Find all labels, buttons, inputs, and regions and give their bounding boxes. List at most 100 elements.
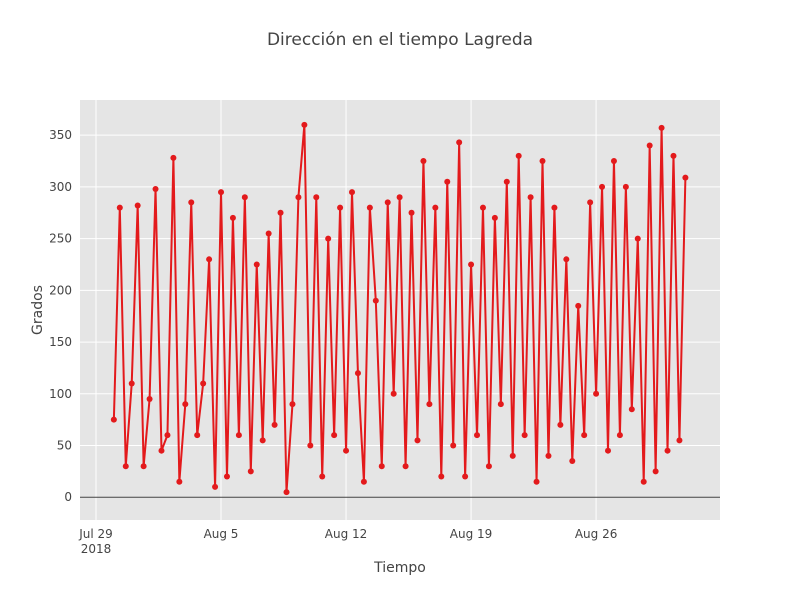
data-point xyxy=(622,183,629,190)
data-point xyxy=(134,202,141,209)
y-tick-label: 150 xyxy=(49,335,72,349)
data-point xyxy=(539,158,546,165)
data-point xyxy=(670,152,677,159)
data-point xyxy=(277,209,284,216)
data-point xyxy=(438,473,445,480)
data-point xyxy=(462,473,469,480)
data-point xyxy=(658,124,665,131)
data-point xyxy=(366,204,373,211)
data-point xyxy=(396,194,403,201)
data-point xyxy=(337,204,344,211)
data-point xyxy=(253,261,260,268)
data-point xyxy=(188,199,195,206)
data-point xyxy=(319,473,326,480)
data-point xyxy=(343,447,350,454)
data-point xyxy=(194,432,201,439)
x-tick-label: Aug 5 xyxy=(204,527,239,541)
data-point xyxy=(569,458,576,465)
data-point xyxy=(206,256,213,263)
data-point xyxy=(140,463,147,470)
data-point xyxy=(485,463,492,470)
data-point xyxy=(628,406,635,413)
data-point xyxy=(479,204,486,211)
y-tick-label: 350 xyxy=(49,128,72,142)
data-point xyxy=(599,183,606,190)
data-point xyxy=(527,194,534,201)
data-point xyxy=(360,478,367,485)
data-point xyxy=(271,421,278,428)
data-point xyxy=(146,395,153,402)
x-tick-label: Aug 26 xyxy=(575,527,618,541)
chart-title: Dirección en el tiempo Lagreda xyxy=(267,30,533,50)
data-point xyxy=(116,204,123,211)
data-point xyxy=(664,447,671,454)
data-point xyxy=(414,437,421,444)
data-point xyxy=(235,432,242,439)
y-tick-label: 100 xyxy=(49,387,72,401)
data-point xyxy=(420,158,427,165)
data-point xyxy=(164,432,171,439)
data-point xyxy=(563,256,570,263)
data-point xyxy=(283,489,290,496)
data-point xyxy=(533,478,540,485)
data-point xyxy=(313,194,320,201)
data-point xyxy=(218,189,225,196)
data-point xyxy=(223,473,230,480)
data-point xyxy=(110,416,117,423)
data-point xyxy=(509,452,516,459)
data-point xyxy=(545,452,552,459)
data-point xyxy=(575,302,582,309)
data-point xyxy=(301,121,308,128)
data-point xyxy=(331,432,338,439)
data-point xyxy=(182,401,189,408)
data-point xyxy=(349,189,355,196)
x-axis-title: Tiempo xyxy=(373,560,426,576)
data-point xyxy=(646,142,653,149)
data-point xyxy=(616,432,623,439)
data-point xyxy=(605,447,611,454)
data-point xyxy=(426,401,433,408)
data-point xyxy=(610,158,617,165)
data-point xyxy=(515,152,522,159)
data-point xyxy=(212,483,219,490)
data-point xyxy=(676,437,683,444)
data-point xyxy=(432,204,439,211)
x-tick-label: Aug 12 xyxy=(325,527,368,541)
y-tick-label: 50 xyxy=(57,439,72,453)
data-point xyxy=(372,297,379,304)
data-point xyxy=(521,432,528,439)
data-point xyxy=(247,468,254,475)
data-point xyxy=(265,230,272,237)
data-point xyxy=(497,401,504,408)
data-point xyxy=(456,139,463,146)
y-tick-label: 300 xyxy=(49,180,72,194)
data-point xyxy=(259,437,266,444)
x-tick-label: Jul 29 2018 xyxy=(78,527,113,556)
data-point xyxy=(491,214,498,221)
data-point xyxy=(581,432,588,439)
y-axis-title: Grados xyxy=(30,285,46,335)
data-point xyxy=(241,194,248,201)
data-point xyxy=(634,235,641,242)
data-point xyxy=(307,442,314,449)
data-point xyxy=(384,199,391,206)
data-point xyxy=(170,154,177,161)
data-point xyxy=(128,380,135,387)
data-point xyxy=(444,178,451,185)
data-point xyxy=(468,261,475,268)
data-point xyxy=(551,204,558,211)
data-point xyxy=(450,442,457,449)
data-point xyxy=(158,447,165,454)
data-point xyxy=(402,463,409,470)
y-tick-label: 200 xyxy=(49,283,72,297)
data-point xyxy=(474,432,481,439)
y-tick-label: 250 xyxy=(49,232,72,246)
data-point xyxy=(378,463,385,470)
data-point xyxy=(176,478,183,485)
data-point xyxy=(152,185,159,192)
x-tick-label: Aug 19 xyxy=(450,527,493,541)
data-point xyxy=(390,390,397,397)
data-point xyxy=(682,174,689,181)
